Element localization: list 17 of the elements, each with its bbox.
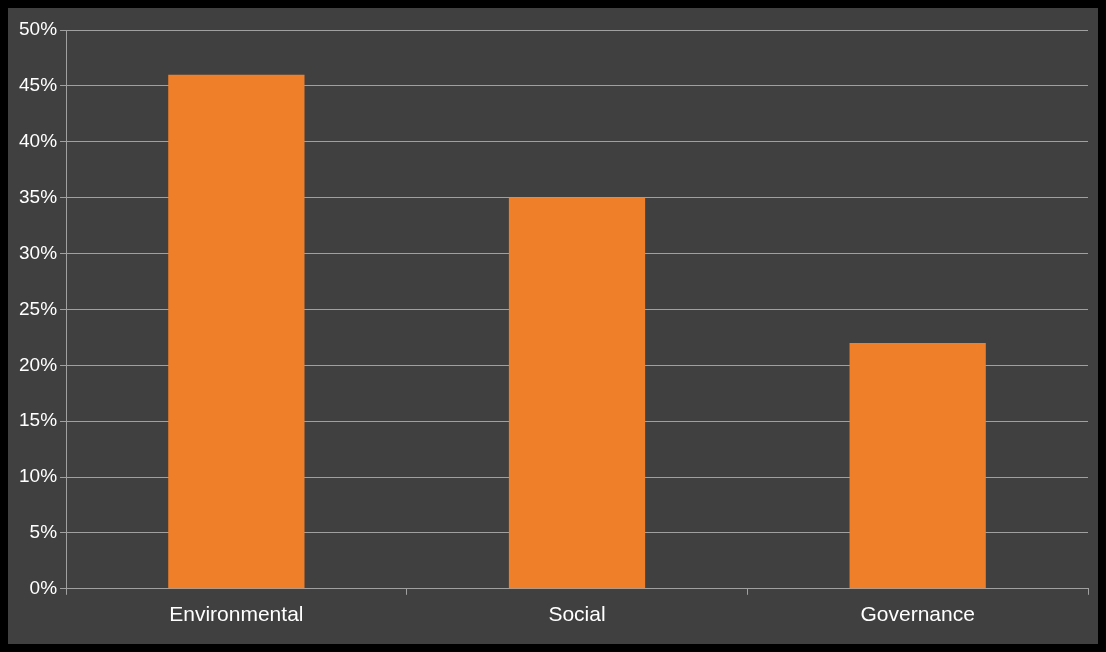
y-tick-label: 25% [19,297,58,319]
x-tick-label: Governance [860,602,975,626]
y-tick-label: 20% [19,353,58,375]
y-tick-label: 30% [19,241,58,263]
x-tick-label: Environmental [169,602,304,626]
y-tick-label: 0% [29,577,58,599]
y-tick-label: 50% [19,18,58,40]
y-tick-label: 5% [29,521,58,543]
x-tick-label: Social [548,602,606,626]
y-tick-label: 35% [19,185,58,207]
y-tick-label: 40% [19,129,58,151]
y-tick-label: 15% [19,409,58,431]
y-tick-label: 10% [19,465,58,487]
bar [168,74,305,589]
y-tick-label: 45% [19,74,58,96]
bar [508,197,646,589]
bar [849,342,986,589]
